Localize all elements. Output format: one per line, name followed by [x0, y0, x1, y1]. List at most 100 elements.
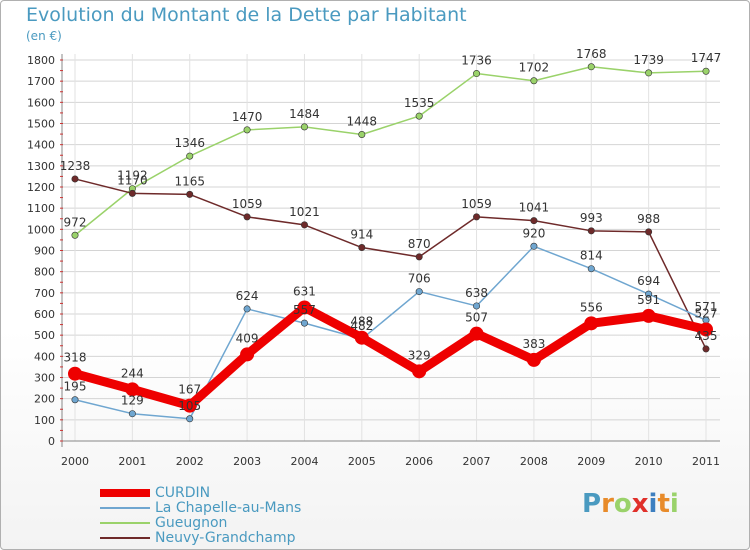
- logo-letter: x: [631, 489, 649, 519]
- data-label: 329: [408, 348, 431, 362]
- legend-item-neuvy-grandchamp: Neuvy-Grandchamp: [100, 529, 301, 546]
- data-point: [530, 217, 538, 225]
- logo-letter: P: [582, 489, 602, 519]
- data-label: 1470: [232, 110, 263, 124]
- y-tick-label: 1500: [27, 118, 55, 131]
- data-point: [186, 190, 194, 198]
- data-label: 972: [64, 215, 87, 229]
- data-point: [240, 347, 255, 362]
- data-label: 507: [465, 311, 488, 325]
- data-label: 870: [408, 237, 431, 251]
- x-tick-label: 2005: [348, 455, 376, 468]
- data-label: 706: [408, 272, 431, 286]
- y-tick-label: 300: [34, 372, 55, 385]
- y-tick-label: 1700: [27, 75, 55, 88]
- data-point: [641, 308, 656, 323]
- data-point: [128, 189, 136, 197]
- x-tick-label: 2000: [61, 455, 89, 468]
- y-tick-label: 0: [48, 435, 55, 448]
- data-point: [702, 345, 710, 353]
- data-label: 631: [293, 284, 316, 298]
- logo-letter: i: [648, 489, 658, 519]
- data-point: [300, 123, 308, 131]
- data-point: [71, 231, 79, 239]
- data-label: 1170: [117, 173, 148, 187]
- legend-swatch: [100, 521, 150, 524]
- data-label: 1238: [60, 159, 91, 173]
- data-label: 1192: [117, 169, 148, 183]
- data-point: [243, 305, 251, 313]
- logo-letter: i: [669, 489, 679, 519]
- data-label: 195: [64, 380, 87, 394]
- data-point: [530, 77, 538, 85]
- data-label: 571: [695, 300, 718, 314]
- legend-item-curdin: CURDIN: [100, 485, 301, 501]
- data-point: [699, 322, 713, 337]
- y-tick-label: 1100: [27, 202, 55, 215]
- legend-swatch: [100, 506, 150, 509]
- y-tick-label: 100: [34, 414, 55, 427]
- legend-swatch: [100, 536, 150, 539]
- data-label: 482: [350, 319, 373, 333]
- data-point: [415, 253, 423, 261]
- x-tick-label: 2006: [405, 455, 433, 468]
- x-tick-label: 2001: [118, 455, 146, 468]
- data-point: [530, 242, 538, 250]
- data-label: 1484: [289, 107, 320, 121]
- data-point: [243, 126, 251, 134]
- series-line: [74, 178, 707, 350]
- x-tick-label: 2009: [577, 455, 605, 468]
- data-label: 167: [178, 383, 201, 397]
- data-label: 1747: [691, 51, 722, 65]
- data-point: [415, 288, 423, 296]
- data-point: [300, 319, 308, 327]
- data-point: [358, 131, 366, 139]
- logo-letter: r: [601, 489, 614, 519]
- y-tick-label: 700: [34, 287, 55, 300]
- y-tick-label: 1800: [27, 54, 55, 67]
- data-label: 527: [695, 306, 718, 320]
- plot-area: [60, 54, 720, 441]
- data-label: 1059: [232, 197, 263, 211]
- legend-label: Neuvy-Grandchamp: [155, 529, 296, 546]
- legend-item-la-chapelle-au-mans: La Chapelle-au-Mans: [100, 500, 301, 516]
- series-line: [74, 245, 707, 420]
- y-tick-label: 600: [34, 308, 55, 321]
- data-point: [645, 69, 653, 77]
- data-label: 920: [522, 226, 545, 240]
- y-tick-label: 1400: [27, 139, 55, 152]
- y-tick-label: 200: [34, 393, 55, 406]
- data-label: 105: [178, 399, 201, 413]
- data-label: 244: [121, 366, 144, 380]
- data-label: 694: [637, 274, 660, 288]
- data-label: 1535: [404, 96, 435, 110]
- data-point: [587, 63, 595, 71]
- data-label: 591: [637, 293, 660, 307]
- x-tick-label: 2008: [520, 455, 548, 468]
- y-tick-label: 400: [34, 350, 55, 363]
- legend-label: Gueugnon: [155, 514, 228, 531]
- y-tick-label: 1000: [27, 223, 55, 236]
- data-label: 129: [121, 394, 144, 408]
- data-point: [645, 290, 653, 298]
- x-tick-label: 2010: [635, 455, 663, 468]
- data-label: 1021: [289, 205, 320, 219]
- y-tick-label: 1300: [27, 160, 55, 173]
- data-point: [128, 410, 136, 418]
- data-label: 1736: [461, 54, 492, 68]
- data-label: 1346: [174, 136, 205, 150]
- chart-unit-label: (en €): [26, 29, 62, 43]
- data-point: [125, 382, 140, 397]
- data-point: [186, 415, 194, 423]
- chart-title: Evolution du Montant de la Dette par Hab…: [26, 4, 467, 26]
- data-label: 993: [580, 211, 603, 225]
- data-point: [645, 228, 653, 236]
- x-tick-label: 2002: [176, 455, 204, 468]
- data-label: 1041: [519, 201, 550, 215]
- legend-item-gueugnon: Gueugnon: [100, 514, 301, 531]
- y-tick-label: 1600: [27, 96, 55, 109]
- data-point: [469, 326, 484, 341]
- data-point: [587, 227, 595, 235]
